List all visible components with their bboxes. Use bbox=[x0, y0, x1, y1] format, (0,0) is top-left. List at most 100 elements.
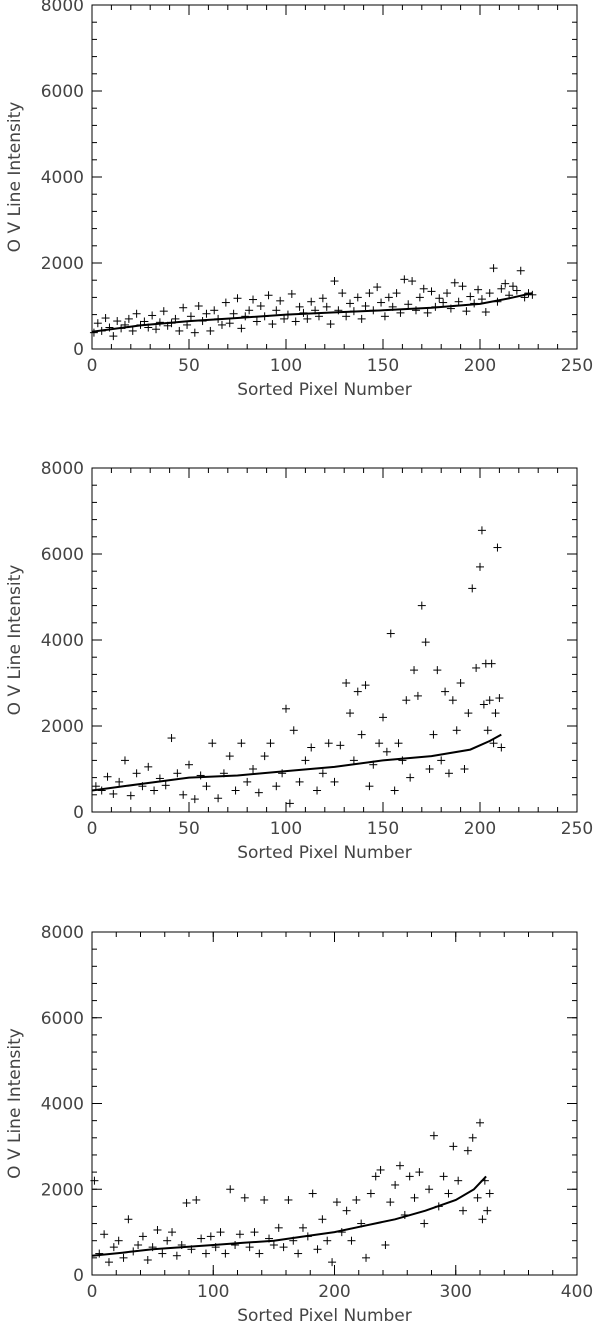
data-point bbox=[347, 1236, 356, 1245]
fit-line bbox=[91, 733, 502, 792]
data-point bbox=[114, 1236, 123, 1245]
data-point bbox=[415, 1168, 424, 1177]
data-point bbox=[126, 791, 135, 800]
data-point bbox=[390, 786, 399, 795]
data-point bbox=[173, 769, 182, 778]
data-point bbox=[115, 777, 124, 786]
data-point bbox=[134, 1240, 143, 1249]
data-point bbox=[512, 286, 521, 295]
data-point bbox=[208, 739, 217, 748]
data-point bbox=[404, 300, 413, 309]
x-axis-label: Sorted Pixel Number bbox=[237, 843, 412, 863]
y-tick-label: 2000 bbox=[41, 717, 84, 737]
data-point bbox=[255, 1249, 264, 1258]
data-point bbox=[439, 1172, 448, 1181]
data-point bbox=[473, 1193, 482, 1202]
data-point bbox=[252, 317, 261, 326]
data-point bbox=[322, 302, 331, 311]
x-tick-label: 100 bbox=[270, 819, 302, 839]
plot-frame bbox=[91, 931, 578, 1276]
y-axis-label: O V Line Intensity bbox=[5, 565, 25, 716]
data-point bbox=[448, 696, 457, 705]
data-point bbox=[254, 788, 263, 797]
data-point bbox=[256, 302, 265, 310]
data-point bbox=[417, 601, 426, 610]
data-point bbox=[190, 795, 199, 804]
data-point bbox=[245, 306, 254, 315]
data-point bbox=[395, 1161, 404, 1170]
panel-top: 0 50 100 150 200 250 0 2000 4000 6000 8000 Sorted P… bbox=[5, 0, 593, 400]
data-point bbox=[225, 319, 234, 328]
data-point bbox=[481, 308, 490, 317]
data-point bbox=[352, 1195, 361, 1204]
data-point bbox=[468, 1133, 477, 1142]
data-point bbox=[357, 314, 366, 323]
data-point bbox=[167, 734, 176, 743]
data-point bbox=[386, 1198, 395, 1207]
data-point bbox=[400, 275, 409, 284]
data-point bbox=[336, 741, 345, 750]
data-point bbox=[172, 1251, 181, 1260]
plot-frame bbox=[91, 4, 578, 350]
data-point bbox=[287, 289, 296, 298]
data-point bbox=[274, 1223, 283, 1232]
data-point bbox=[489, 739, 498, 748]
data-point bbox=[313, 1245, 322, 1254]
data-point bbox=[410, 1193, 419, 1202]
data-point bbox=[214, 794, 223, 803]
data-point bbox=[485, 1189, 494, 1198]
data-point bbox=[231, 786, 240, 795]
data-point bbox=[282, 704, 290, 713]
data-point bbox=[342, 312, 351, 321]
data-point bbox=[454, 1176, 463, 1185]
data-point bbox=[249, 295, 258, 304]
x-tick-label: 250 bbox=[561, 356, 593, 376]
data-point bbox=[229, 309, 238, 318]
data-point bbox=[158, 1249, 167, 1258]
data-point bbox=[361, 302, 370, 310]
data-point bbox=[276, 296, 285, 305]
data-point bbox=[148, 311, 157, 320]
data-point bbox=[243, 777, 252, 786]
data-point bbox=[338, 289, 347, 298]
data-point bbox=[280, 314, 289, 323]
data-point bbox=[103, 772, 112, 781]
data-point bbox=[415, 293, 424, 302]
data-point bbox=[240, 1193, 249, 1202]
data-point bbox=[266, 739, 275, 748]
data-point bbox=[109, 1243, 118, 1252]
data-point bbox=[425, 1185, 434, 1194]
data-point bbox=[491, 709, 500, 718]
data-point bbox=[501, 279, 510, 288]
plot-frame bbox=[91, 467, 578, 813]
data-point bbox=[433, 666, 442, 675]
data-point bbox=[357, 730, 366, 739]
data-point bbox=[206, 1232, 215, 1241]
data-point bbox=[313, 786, 322, 795]
data-point bbox=[332, 1198, 341, 1207]
data-point bbox=[479, 700, 488, 709]
data-point bbox=[295, 777, 304, 786]
data-point bbox=[462, 307, 471, 316]
x-tick-label: 150 bbox=[367, 356, 399, 376]
data-point bbox=[346, 709, 355, 718]
data-point bbox=[202, 309, 211, 318]
data-point bbox=[365, 289, 374, 298]
y-tick-label: 6000 bbox=[41, 82, 84, 102]
data-point bbox=[128, 326, 137, 335]
panel-middle: 0 50 100 150 200 250 0 2000 4000 6000 8000 Sorted P… bbox=[5, 459, 593, 863]
y-tick-label: 6000 bbox=[41, 1009, 84, 1029]
data-point bbox=[444, 769, 453, 778]
data-point bbox=[95, 1249, 104, 1258]
data-point bbox=[435, 294, 444, 303]
data-point bbox=[328, 1258, 337, 1267]
data-point bbox=[323, 1236, 332, 1245]
data-point bbox=[419, 284, 428, 293]
data-point bbox=[91, 782, 100, 791]
data-point bbox=[202, 782, 211, 791]
data-point bbox=[429, 1131, 438, 1140]
x-tick-label: 100 bbox=[270, 356, 302, 376]
fit-line bbox=[91, 292, 533, 333]
data-point bbox=[444, 1189, 453, 1198]
